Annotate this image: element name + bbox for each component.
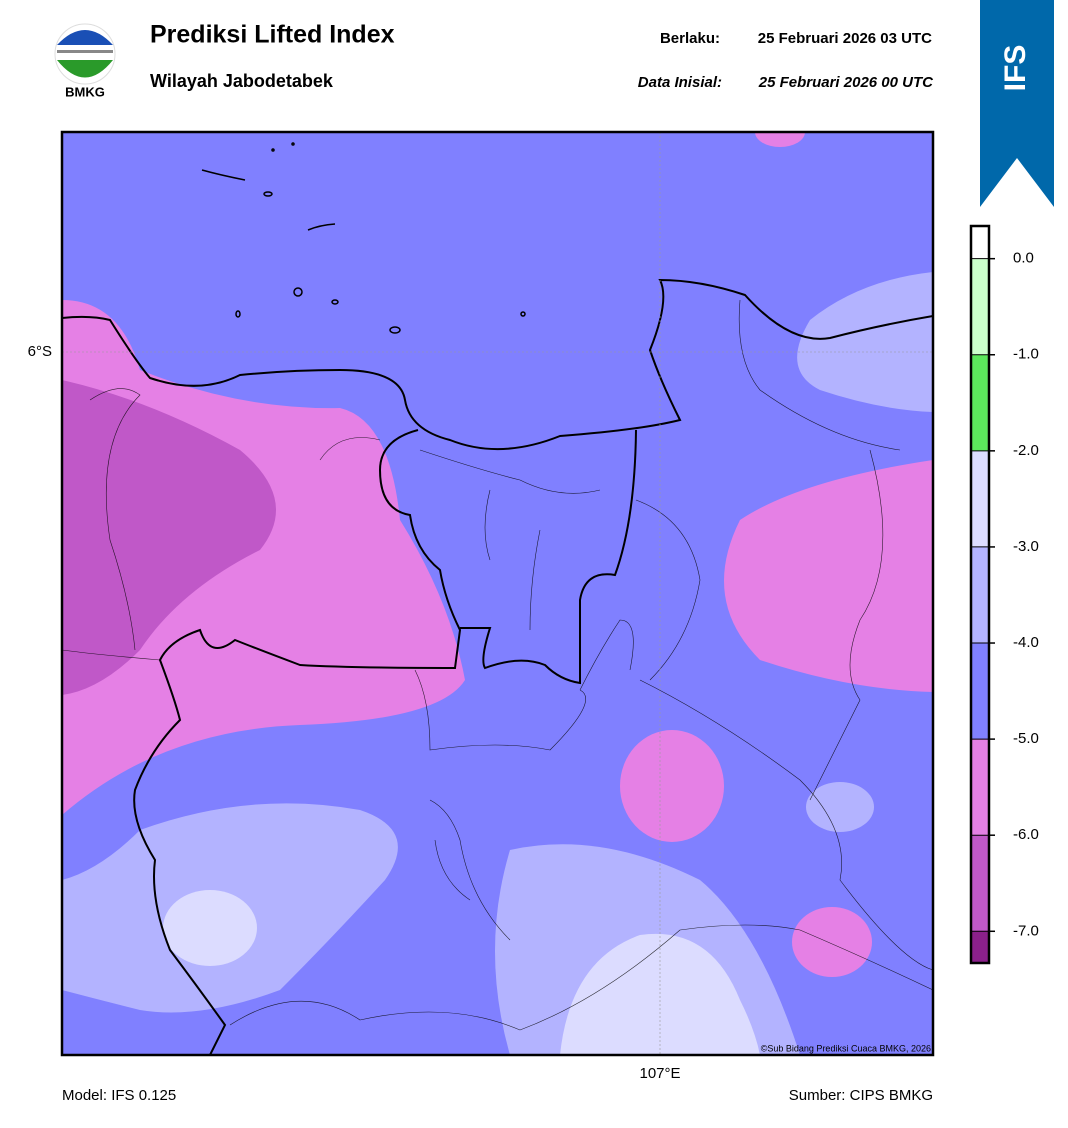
- init-time: 25 Februari 2026 00 UTC: [758, 74, 934, 91]
- valid-time: 25 Februari 2026 03 UTC: [758, 30, 932, 47]
- map-field: [62, 132, 933, 1055]
- colorbar-tick-label: -6.0: [1013, 826, 1039, 843]
- colorbar-band: [971, 226, 989, 259]
- colorbar-frame: [969, 224, 991, 965]
- colorbar-tick-label: -1.0: [1013, 346, 1039, 363]
- title: Prediksi Lifted Index: [150, 21, 395, 49]
- colorbar-tick-label: -7.0: [1013, 922, 1039, 939]
- ifs-badge: [980, 0, 1054, 207]
- colorbar-tick-label: -4.0: [1013, 634, 1039, 651]
- source: Sumber: CIPS BMKG: [789, 1087, 933, 1104]
- colorbar-band: [971, 354, 989, 451]
- init-label: Data Inisial:: [638, 74, 722, 91]
- colorbar-tick-label: -3.0: [1013, 538, 1039, 555]
- bmkg-logo: BMKG: [54, 23, 116, 99]
- lat-label: 6°S: [28, 343, 52, 360]
- colorbar-band: [971, 931, 989, 963]
- colorbar-band: [971, 258, 989, 355]
- colorbar-band: [971, 643, 989, 740]
- colorbar: 0.0 -1.0 -2.0 -3.0 -4.0 -5.0 -6.0 -7.0: [969, 224, 1039, 965]
- model: Model: IFS 0.125: [62, 1087, 176, 1104]
- colorbar-band: [971, 546, 989, 644]
- map-frame: [60, 130, 935, 1057]
- colorbar-band: [971, 835, 989, 932]
- valid-label: Berlaku:: [660, 30, 720, 47]
- lon-label: 107°E: [639, 1065, 680, 1082]
- credit: ©Sub Bidang Prediksi Cuaca BMKG, 2026: [761, 1043, 931, 1053]
- subtitle: Wilayah Jabodetabek: [150, 71, 334, 91]
- badge-text: IFS: [999, 45, 1032, 92]
- logo-text: BMKG: [65, 84, 105, 99]
- colorbar-tick-label: 0.0: [1013, 250, 1034, 267]
- colorbar-tick-label: -2.0: [1013, 442, 1039, 459]
- colorbar-band: [971, 450, 989, 547]
- colorbar-band: [971, 739, 989, 836]
- colorbar-tick-label: -5.0: [1013, 730, 1039, 747]
